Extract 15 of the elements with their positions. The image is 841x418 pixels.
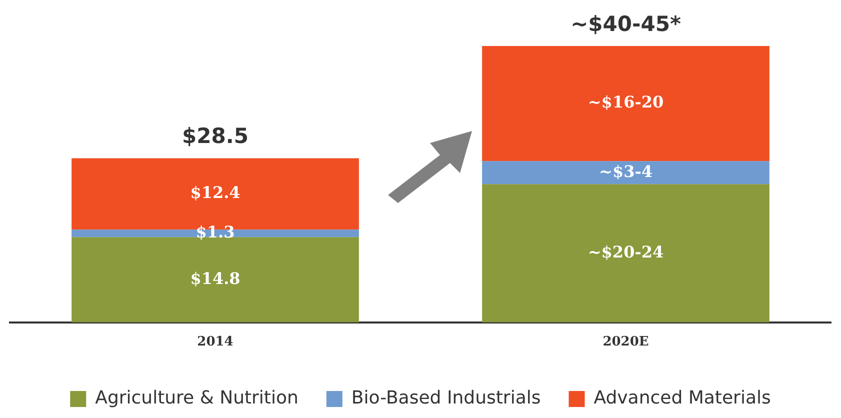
data-label: ~$20-24 (588, 242, 664, 262)
bar (482, 184, 770, 322)
bar (482, 46, 770, 162)
data-label: ~$3-4 (599, 162, 652, 181)
data-label: ~$16-20 (588, 92, 664, 112)
total-label: $28.5 (182, 124, 248, 148)
data-label: $12.4 (190, 183, 240, 202)
data-label: $14.8 (190, 268, 240, 288)
x-tick-label: 2020E (602, 334, 649, 350)
x-tick-label: 2014 (197, 334, 234, 350)
legend-label: Agriculture & Nutrition (95, 388, 298, 409)
legend-label: Bio-Based Industrials (351, 388, 541, 409)
legend-label: Advanced Materials (594, 388, 771, 409)
bar (482, 161, 770, 184)
total-label: ~$40-45* (570, 12, 681, 36)
